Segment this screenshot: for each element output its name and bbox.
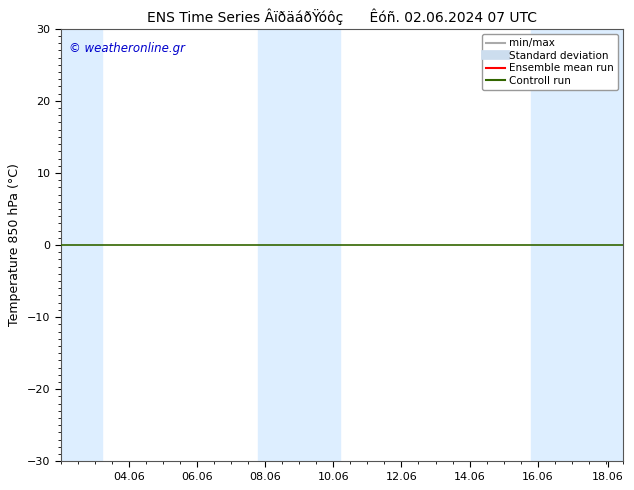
Legend: min/max, Standard deviation, Ensemble mean run, Controll run: min/max, Standard deviation, Ensemble me… — [482, 34, 618, 90]
Text: © weatheronline.gr: © weatheronline.gr — [69, 42, 185, 55]
Bar — [259, 29, 299, 461]
Bar — [299, 29, 340, 461]
Bar — [61, 29, 101, 461]
Y-axis label: Temperature 850 hPa (°C): Temperature 850 hPa (°C) — [8, 164, 22, 326]
Bar — [531, 29, 623, 461]
Title: ENS Time Series ÂïðäáðŸóôç      Êóñ. 02.06.2024 07 UTC: ENS Time Series ÂïðäáðŸóôç Êóñ. 02.06.20… — [147, 8, 537, 25]
